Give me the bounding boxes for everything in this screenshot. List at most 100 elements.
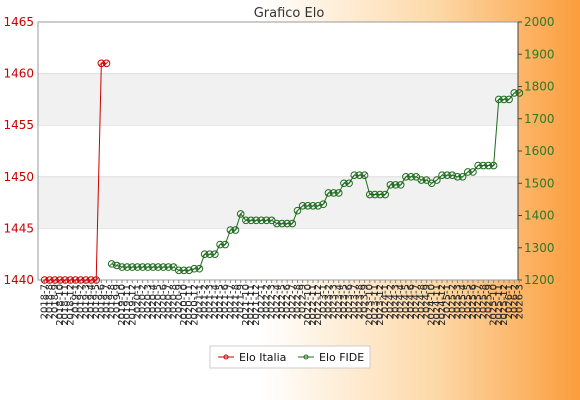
data-point-mark — [300, 203, 306, 209]
x-tick-label: 2019-8 — [107, 284, 118, 319]
data-point — [334, 189, 343, 197]
data-point-mark — [470, 169, 476, 175]
x-tick-label: 2025-9 — [483, 284, 494, 319]
legend-label: Elo FIDE — [319, 351, 364, 364]
data-point-mark — [181, 267, 187, 273]
data-point — [174, 266, 183, 275]
data-point — [113, 261, 121, 270]
data-point — [340, 179, 348, 188]
data-point-mark — [232, 227, 239, 233]
data-point — [453, 173, 462, 181]
right-tick-label: 2000 — [524, 15, 555, 29]
data-point-mark — [145, 264, 151, 270]
data-point-mark — [516, 90, 523, 96]
x-tick-label: 2019-1 — [71, 284, 82, 319]
left-tick-label: 1465 — [3, 15, 34, 29]
data-point-mark — [140, 264, 146, 270]
legend: Elo Italia Elo FIDE — [209, 345, 371, 369]
data-point — [433, 176, 441, 184]
x-tick-label: 2023-6 — [344, 284, 355, 319]
data-point-mark — [119, 264, 125, 270]
x-tick-label: 2021-9 — [236, 284, 247, 319]
data-point — [45, 276, 54, 284]
data-point-mark — [248, 217, 254, 223]
x-tick-label: 2019-9 — [112, 284, 123, 319]
data-point — [464, 168, 472, 176]
x-tick-label: 2025-11 — [494, 284, 505, 326]
data-point-mark — [413, 174, 419, 180]
x-tick-label: 2025-2 — [447, 284, 458, 319]
x-tick-label: 2025-10 — [489, 284, 500, 326]
right-tick-label: 1500 — [524, 176, 555, 190]
data-point-mark — [454, 174, 461, 180]
data-point — [283, 219, 291, 228]
data-point-mark — [387, 182, 393, 188]
data-point — [154, 263, 162, 271]
data-point-mark — [294, 208, 301, 214]
x-tick-label: 2024-1 — [380, 284, 391, 319]
data-point-mark — [382, 191, 388, 198]
x-tick-label: 2022-2 — [262, 284, 273, 319]
x-tick-label: 2025-12 — [499, 284, 510, 326]
data-point-mark — [485, 162, 492, 169]
data-point-mark — [320, 201, 326, 207]
data-point — [40, 276, 49, 284]
x-axis: 2018-72018-82018-92018-102018-112018-122… — [40, 280, 525, 326]
x-tick-label: 2019-4 — [86, 284, 97, 319]
legend-label: Elo Italia — [239, 351, 286, 364]
x-tick-label: 2023-2 — [323, 284, 334, 319]
x-tick-label: 2020-11 — [184, 284, 195, 326]
data-point-mark — [88, 277, 94, 283]
x-tick-label: 2020-5 — [153, 284, 164, 319]
data-point — [180, 266, 188, 275]
data-point-mark — [103, 60, 110, 66]
data-point — [231, 226, 240, 234]
data-point-mark — [418, 177, 424, 183]
x-tick-label: 2021-4 — [210, 284, 221, 319]
x-tick-label: 2025-7 — [473, 284, 484, 319]
x-tick-label: 2022-6 — [282, 284, 293, 319]
data-point — [391, 181, 400, 189]
data-point-mark — [238, 211, 244, 217]
x-tick-label: 2025-1 — [442, 284, 453, 319]
x-tick-label: 2020-7 — [163, 284, 174, 319]
data-point-mark — [398, 182, 404, 188]
x-tick-label: 2022-7 — [287, 284, 298, 319]
x-tick-label: 2023-3 — [329, 284, 340, 319]
data-point-mark — [150, 264, 156, 270]
data-point-mark — [47, 277, 53, 283]
data-point-mark — [480, 162, 486, 169]
data-point — [92, 276, 100, 284]
x-tick-label: 2020-1 — [132, 284, 143, 319]
data-point-mark — [434, 177, 440, 183]
x-tick-label: 2024-11 — [432, 284, 443, 326]
data-point-mark — [72, 277, 79, 283]
data-point-mark — [356, 172, 363, 178]
x-tick-label: 2022-9 — [298, 284, 309, 319]
data-point — [298, 202, 307, 210]
data-point-mark — [227, 227, 233, 233]
right-y-axis: 1200 1300 1400 1500 1600 1700 1800 1900 2000 — [517, 15, 555, 287]
x-tick-label: 2021-11 — [246, 284, 257, 326]
data-point-mark — [305, 203, 311, 209]
data-point-mark — [207, 251, 213, 257]
data-point-mark — [62, 277, 68, 283]
x-tick-label: 2025-6 — [468, 284, 479, 319]
x-tick-label: 2021-1 — [194, 284, 205, 319]
x-tick-label: 2021-2 — [200, 284, 211, 319]
data-point — [438, 171, 446, 179]
data-point-mark — [423, 177, 430, 183]
left-tick-label: 1460 — [3, 67, 34, 81]
x-tick-label: 2025-5 — [463, 284, 474, 319]
x-tick-label: 2021-10 — [241, 284, 252, 326]
legend-marker — [223, 354, 229, 360]
x-tick-label: 2021-8 — [231, 284, 242, 319]
data-point — [350, 171, 359, 179]
data-point-mark — [57, 277, 63, 283]
x-tick-label: 2023-5 — [339, 284, 350, 319]
x-tick-label: 2022-1 — [256, 284, 267, 319]
x-tick-label: 2020-12 — [189, 284, 200, 326]
data-point-mark — [403, 174, 409, 180]
right-tick-label: 1400 — [524, 209, 555, 223]
